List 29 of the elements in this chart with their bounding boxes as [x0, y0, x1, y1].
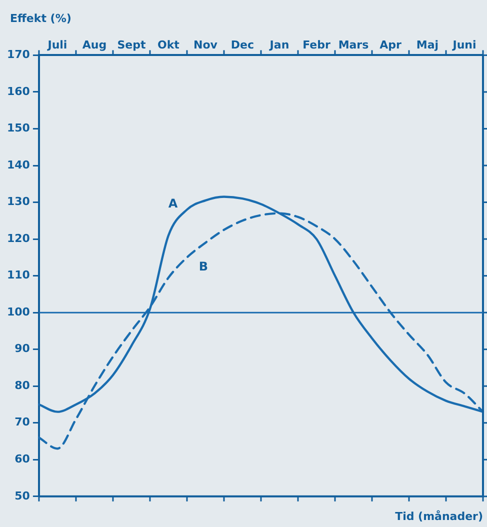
y-tick-label: 170 — [6, 48, 30, 62]
y-tick-label: 150 — [6, 122, 30, 135]
x-tick-label: Sept — [117, 38, 146, 52]
y-tick-label: 80 — [14, 378, 30, 392]
y-tick-label: 60 — [14, 452, 30, 466]
x-axis-title: Tid (månader) — [395, 510, 483, 523]
y-tick-label: 100 — [6, 305, 30, 318]
x-tick-label: Juni — [452, 38, 476, 52]
x-tick-label: Febr — [302, 38, 331, 52]
y-tick-label: 130 — [6, 195, 30, 208]
x-tick-label: Apr — [380, 38, 402, 52]
y-axis-title: Effekt (%) — [10, 12, 72, 25]
x-tick-label: Nov — [194, 38, 218, 52]
y-tick-label: 70 — [14, 416, 30, 429]
y-tick-label: 160 — [6, 84, 30, 98]
y-tick-label: 110 — [6, 268, 30, 282]
series-label: A — [168, 196, 178, 211]
y-tick-label: 90 — [14, 342, 30, 356]
x-tick-label: Dec — [230, 38, 254, 52]
x-tick-label: Aug — [82, 38, 107, 52]
y-tick-label: 50 — [14, 489, 30, 502]
y-tick-label: 120 — [6, 232, 30, 245]
x-tick-label: Jan — [268, 38, 290, 52]
x-tick-label: Mars — [338, 38, 370, 52]
series-label: B — [198, 260, 208, 274]
x-tick-label: Juli — [46, 38, 68, 52]
x-tick-label: Maj — [416, 38, 439, 52]
x-tick-label: Okt — [158, 38, 180, 52]
y-tick-label: 140 — [6, 158, 30, 172]
